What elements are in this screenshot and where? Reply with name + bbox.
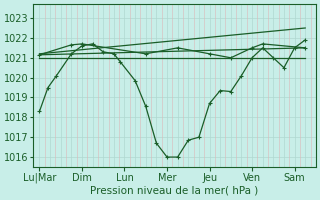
X-axis label: Pression niveau de la mer( hPa ): Pression niveau de la mer( hPa ) <box>90 186 259 196</box>
